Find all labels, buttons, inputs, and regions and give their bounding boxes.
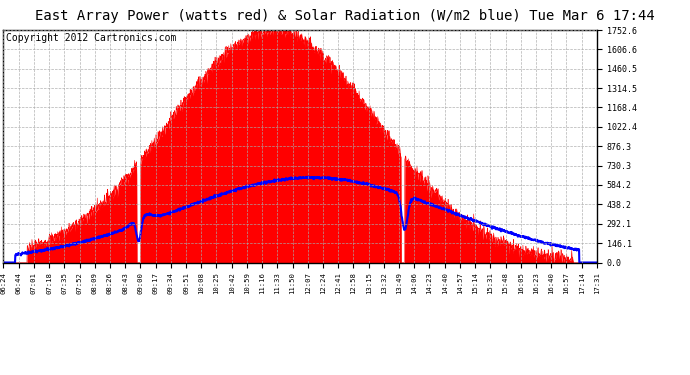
- Text: Copyright 2012 Cartronics.com: Copyright 2012 Cartronics.com: [6, 33, 177, 44]
- Text: East Array Power (watts red) & Solar Radiation (W/m2 blue) Tue Mar 6 17:44: East Array Power (watts red) & Solar Rad…: [35, 9, 655, 23]
